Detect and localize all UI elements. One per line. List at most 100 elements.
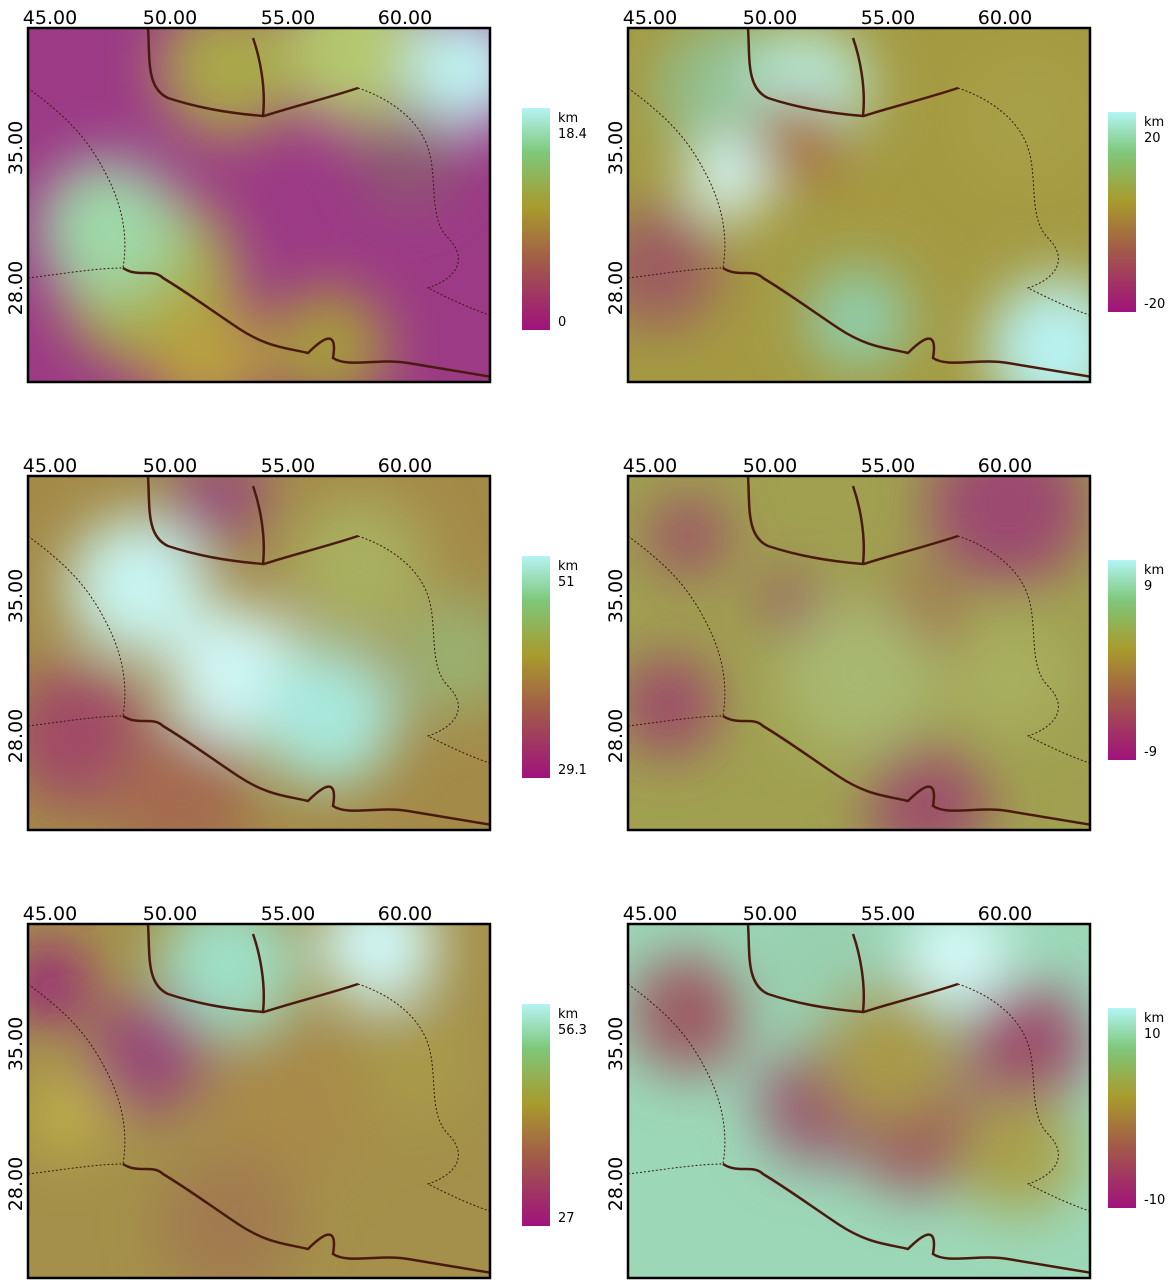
border [628,535,1090,764]
colorbar [522,556,550,778]
anomaly [148,298,268,382]
anomaly [318,924,438,1004]
x-tick-label: 60.00 [978,903,1032,925]
colorbar-max: 20 [1144,131,1161,146]
coastline [122,924,490,1274]
colorbar-min: -20 [1144,297,1165,312]
coastline [722,924,1090,1274]
colorbar [1108,1008,1136,1208]
colorbar-min: -9 [1144,745,1157,760]
anomaly [908,924,1008,1004]
map-frame [626,474,1092,832]
anomaly [208,1024,368,1184]
anomaly [628,656,718,756]
map-field [28,28,490,382]
anomaly [68,516,208,656]
map-field [28,924,490,1278]
coastline [722,28,1090,378]
y-tick-label: 28.00 [605,709,627,763]
anomaly [108,726,248,830]
map-field [28,476,490,830]
x-tick-label: 45.00 [23,7,77,29]
coastline [722,476,1090,826]
anomaly [168,476,268,546]
anomaly [38,158,178,298]
x-tick-label: 55.00 [261,903,315,925]
x-tick-label: 45.00 [623,7,677,29]
anomaly [753,93,843,183]
y-tick-label: 35.00 [605,121,627,175]
anomaly [408,28,490,128]
x-tick-label: 45.00 [23,903,77,925]
x-tick-label: 50.00 [143,455,197,477]
anomaly [358,1004,478,1124]
map-anomalies [628,476,1088,830]
anomaly [868,746,988,830]
border [28,983,490,1212]
x-tick-label: 45.00 [623,903,677,925]
anomaly [778,596,938,756]
map-anomalies [628,924,1088,1214]
x-tick-label: 60.00 [378,903,432,925]
y-tick-label: 28.00 [605,261,627,315]
colorbar [1108,560,1136,760]
colorbar-min: 0 [558,315,566,330]
colorbar-max: 51 [558,575,575,590]
x-tick-label: 60.00 [378,7,432,29]
x-tick-label: 60.00 [978,7,1032,29]
anomaly [688,138,768,218]
y-tick-label: 35.00 [605,569,627,623]
x-tick-label: 50.00 [743,455,797,477]
y-tick-label: 35.00 [5,121,27,175]
map-field [628,28,1090,382]
border [628,87,1090,316]
map-anomalies [28,924,478,1278]
colorbar [522,108,550,330]
x-tick-label: 60.00 [378,455,432,477]
y-tick-label: 35.00 [605,1017,627,1071]
anomaly [928,476,1088,586]
x-tick-label: 50.00 [143,903,197,925]
border [628,983,1090,1212]
colorbar-unit: km [1144,1011,1164,1026]
colorbar-unit: km [558,111,578,126]
y-tick-label: 28.00 [605,1157,627,1211]
colorbar-unit: km [1144,563,1164,578]
y-tick-label: 35.00 [5,569,27,623]
map-anomalies [628,28,1090,382]
colorbar-max: 9 [1144,579,1152,594]
anomaly [28,944,88,1024]
anomaly [648,496,728,576]
y-tick-label: 35.00 [5,1017,27,1071]
x-tick-label: 55.00 [261,7,315,29]
anomaly [268,288,388,382]
map-panel: 45.00 50.00 55.00 60.00 35.00 28.00 km9 -9 [605,455,1164,832]
border [28,87,490,316]
x-tick-label: 50.00 [743,903,797,925]
x-tick-label: 55.00 [861,7,915,29]
x-tick-label: 55.00 [861,903,915,925]
y-tick-label: 28.00 [5,1157,27,1211]
colorbar-unit: km [1144,115,1164,130]
anomaly [628,208,718,328]
anomaly [968,58,1088,178]
anomaly [818,984,958,1124]
colorbar [1108,112,1136,312]
anomaly [958,1094,1078,1214]
anomaly [628,954,748,1074]
anomaly [398,596,490,716]
colorbar-max: 10 [1144,1027,1161,1042]
anomaly [948,616,1068,736]
map-frame [26,922,492,1280]
coastline [122,28,490,378]
border [28,535,490,764]
map-anomalies [28,476,490,830]
map-field [628,476,1090,830]
anomaly [288,496,428,636]
colorbar-min: -10 [1144,1193,1165,1208]
map-frame [626,26,1092,384]
map-frame [26,26,492,384]
